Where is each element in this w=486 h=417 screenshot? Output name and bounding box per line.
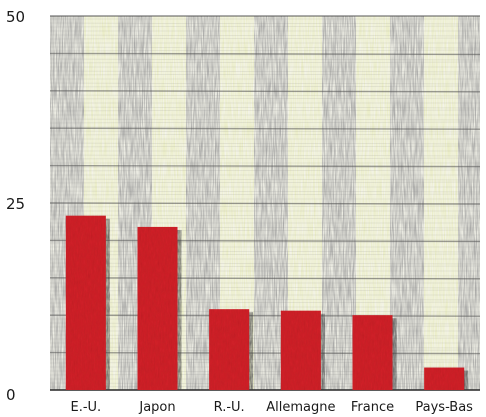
texture-line — [49, 94, 481, 97]
texture-line — [49, 130, 481, 133]
texture-line — [49, 373, 481, 376]
texture-line — [49, 238, 481, 241]
gridline — [49, 52, 481, 56]
gridline — [49, 351, 481, 355]
texture-line — [49, 325, 481, 328]
texture-line — [49, 322, 481, 325]
y-tick-label: 0 — [6, 386, 16, 404]
texture-line — [49, 205, 481, 208]
bar-texture — [352, 315, 393, 390]
texture-line — [49, 85, 481, 88]
x-axis-labels: E.-U. Japon R.-U. Allemagne France Pays-Bas — [70, 400, 473, 415]
texture-line — [49, 193, 481, 196]
bar-texture — [209, 309, 250, 390]
texture-line — [49, 337, 481, 340]
texture-line — [49, 181, 481, 184]
texture-line — [49, 229, 481, 232]
bar-texture — [137, 226, 178, 390]
x-category-label: France — [351, 400, 394, 415]
texture-line — [49, 106, 481, 109]
texture-line — [49, 241, 481, 244]
texture-line — [49, 157, 481, 160]
texture-line — [49, 70, 481, 73]
texture-line — [49, 226, 481, 229]
texture-line — [49, 310, 481, 313]
bar-texture — [65, 215, 106, 390]
background-stripe — [458, 16, 480, 390]
texture-line — [49, 61, 481, 64]
texture-line — [49, 46, 481, 49]
texture-line — [49, 37, 481, 40]
gridline — [49, 90, 481, 93]
gridline — [49, 127, 481, 130]
texture-line — [49, 133, 481, 136]
texture-line — [49, 385, 481, 388]
texture-line — [49, 178, 481, 181]
texture-line — [49, 217, 481, 220]
texture-line — [49, 262, 481, 265]
gridline — [49, 239, 481, 243]
texture-line — [49, 22, 481, 25]
texture-line — [49, 334, 481, 337]
bars — [65, 215, 469, 390]
texture-line — [49, 301, 481, 304]
y-axis-ticks: 0 25 50 — [6, 8, 25, 404]
x-category-label: Pays-Bas — [415, 400, 473, 415]
texture-line — [49, 358, 481, 361]
gridline — [49, 277, 481, 280]
texture-line — [49, 25, 481, 28]
texture-line — [49, 118, 481, 121]
bar-texture — [280, 310, 321, 390]
gridlines — [49, 15, 481, 391]
texture-line — [49, 73, 481, 76]
x-category-label: E.-U. — [70, 400, 101, 415]
texture-line — [49, 154, 481, 157]
gridline — [49, 202, 481, 205]
gridline — [49, 314, 481, 317]
gridline — [49, 164, 481, 168]
texture-line — [49, 349, 481, 352]
x-category-label: Allemagne — [266, 400, 335, 415]
texture-line — [49, 253, 481, 256]
texture-line — [49, 370, 481, 373]
y-tick-label: 50 — [6, 8, 25, 26]
texture-line — [49, 214, 481, 217]
texture-line — [49, 49, 481, 52]
texture-line — [49, 250, 481, 253]
y-tick-label: 25 — [6, 195, 25, 213]
texture-line — [49, 34, 481, 37]
texture-line — [49, 82, 481, 85]
background-stripe — [424, 16, 458, 390]
texture-line — [49, 190, 481, 193]
texture-line — [49, 142, 481, 145]
texture-line — [49, 121, 481, 124]
texture-line — [49, 382, 481, 385]
texture-line — [49, 58, 481, 61]
texture-line — [49, 166, 481, 169]
texture-line — [49, 265, 481, 268]
texture-line — [49, 286, 481, 289]
texture-line — [49, 361, 481, 364]
texture-line — [49, 109, 481, 112]
texture-line — [49, 169, 481, 172]
texture-line — [49, 145, 481, 148]
texture-line — [49, 346, 481, 349]
x-category-label: R.-U. — [214, 400, 245, 415]
texture-line — [49, 298, 481, 301]
x-category-label: Japon — [138, 400, 175, 415]
texture-line — [49, 274, 481, 277]
texture-line — [49, 97, 481, 100]
bar-texture — [424, 367, 465, 390]
texture-line — [49, 289, 481, 292]
